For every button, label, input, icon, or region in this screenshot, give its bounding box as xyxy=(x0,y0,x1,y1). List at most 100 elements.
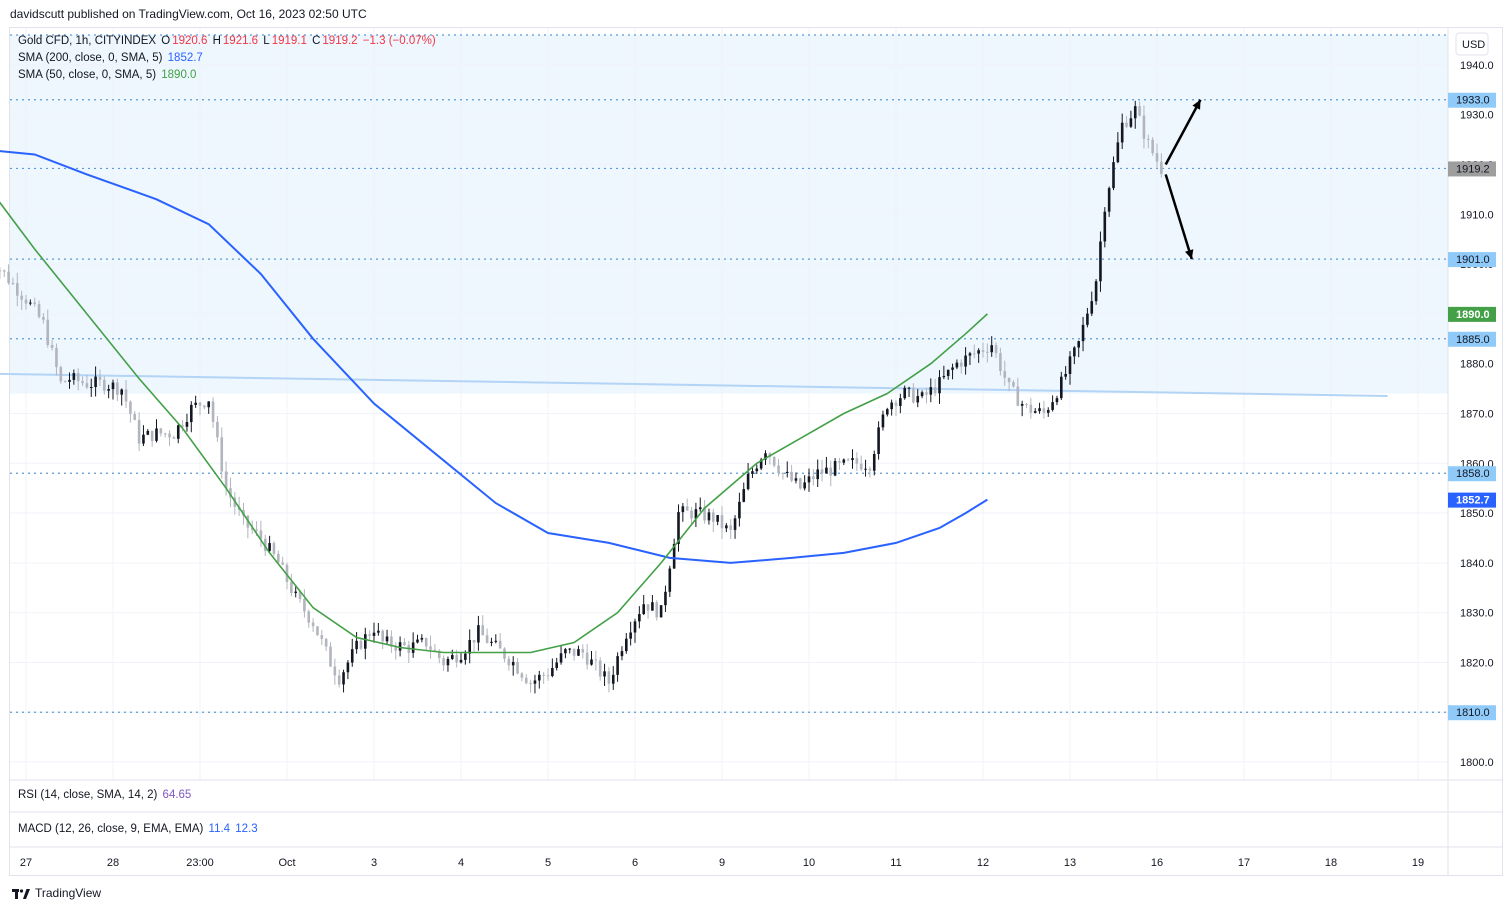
candle-body xyxy=(829,467,833,476)
candle-body xyxy=(1064,373,1067,377)
y-tick-label: 1800.0 xyxy=(1460,757,1494,769)
candle-body xyxy=(968,353,972,356)
candle-body xyxy=(1055,398,1059,403)
candle-body xyxy=(568,648,572,650)
candle-body xyxy=(703,507,706,521)
x-tick-label: 18 xyxy=(1325,857,1337,869)
candle-body xyxy=(1038,408,1041,412)
macd-legend[interactable]: MACD (12, 26, close, 9, EMA, EMA) 11.4 1… xyxy=(18,823,260,835)
candle-body xyxy=(920,392,924,397)
candle-body xyxy=(1060,376,1063,399)
candle-body xyxy=(320,635,324,639)
candle-body xyxy=(342,672,345,685)
candle-body xyxy=(664,591,667,606)
candle-body xyxy=(520,673,524,678)
candle-body xyxy=(268,543,271,551)
high-label: H xyxy=(212,35,221,47)
x-tick-label: 27 xyxy=(20,857,32,869)
price-tag: 1890.0 xyxy=(1456,309,1490,321)
candle-body xyxy=(485,635,489,643)
arrow-head-icon xyxy=(1184,249,1194,260)
candle-body xyxy=(424,637,428,647)
macd-value: 11.4 xyxy=(208,823,231,835)
sma50-legend[interactable]: SMA (50, close, 0, SMA, 5) 1890.0 xyxy=(18,69,198,81)
candle-body xyxy=(498,640,502,649)
close-value: 1919.2 xyxy=(322,35,358,47)
candle-body xyxy=(677,512,680,545)
currency-label: USD xyxy=(1462,39,1485,51)
candle-body xyxy=(585,652,589,665)
candle-body xyxy=(133,413,137,420)
symbol-legend: Gold CFD, 1h, CITYINDEX O 1920.6 H 1921.6 … xyxy=(18,35,438,47)
candle-body xyxy=(16,283,19,296)
candle-body xyxy=(477,625,480,643)
candle-body xyxy=(120,389,123,395)
candle-body xyxy=(1020,403,1024,406)
candle-body xyxy=(329,646,332,667)
price-tag: 1810.0 xyxy=(1456,707,1490,719)
price-tag: 1852.7 xyxy=(1456,495,1490,507)
candle-body xyxy=(1160,161,1163,174)
candle-body xyxy=(0,270,2,272)
rsi-legend[interactable]: RSI (14, close, SMA, 14, 2) 64.65 xyxy=(18,789,193,801)
candle-body xyxy=(451,655,454,659)
candle-body xyxy=(250,527,254,530)
candle-body xyxy=(420,637,424,640)
candle-body xyxy=(198,402,202,406)
sma200-label: SMA (200, close, 0, SMA, 5) xyxy=(18,52,163,64)
candle-body xyxy=(490,641,493,643)
candle-body xyxy=(1099,241,1102,282)
candle-body xyxy=(1068,356,1072,374)
sma200-legend[interactable]: SMA (200, close, 0, SMA, 5) 1852.7 xyxy=(18,52,205,64)
candle-body xyxy=(350,649,354,663)
candle-body xyxy=(681,506,685,513)
x-tick-label: 23:00 xyxy=(186,857,214,869)
candle-body xyxy=(742,489,746,502)
candle-body xyxy=(877,427,880,454)
candle-body xyxy=(116,382,119,395)
footer: TradingView xyxy=(12,886,101,900)
candle-body xyxy=(346,662,350,673)
candle-body xyxy=(698,507,702,510)
candle-body xyxy=(759,459,763,469)
candle-body xyxy=(255,529,258,531)
candle-body xyxy=(1025,403,1028,405)
macd-label: MACD (12, 26, close, 9, EMA, EMA) xyxy=(18,823,204,835)
candle-body xyxy=(1007,377,1011,383)
candle-body xyxy=(559,653,563,663)
currency-box[interactable] xyxy=(1455,32,1489,56)
candle-body xyxy=(107,389,110,391)
arrow-line xyxy=(1164,174,1193,260)
candle-body xyxy=(746,473,750,490)
candle-body xyxy=(598,660,602,677)
candle-body xyxy=(68,379,71,382)
candle-body xyxy=(764,453,767,460)
candle-body xyxy=(207,401,210,408)
candle-body xyxy=(294,591,297,593)
candle-body xyxy=(803,482,806,489)
candle-body xyxy=(712,512,715,522)
candle-body xyxy=(807,476,811,483)
candle-body xyxy=(516,661,519,674)
candle-body xyxy=(594,659,598,661)
candle-body xyxy=(1081,324,1085,342)
candle-body xyxy=(990,345,993,353)
low-label: L xyxy=(263,35,270,47)
candle-body xyxy=(672,544,676,569)
candle-body xyxy=(150,430,154,441)
candle-body xyxy=(316,626,319,636)
candle-body xyxy=(111,382,115,390)
candle-body xyxy=(872,453,876,471)
candle-body xyxy=(76,373,80,382)
candle-body xyxy=(929,387,933,395)
candle-body xyxy=(381,630,384,642)
candle-body xyxy=(716,515,719,522)
candle-body xyxy=(542,674,545,676)
candle-body xyxy=(194,402,197,405)
high-value: 1921.6 xyxy=(222,35,259,47)
candle-body xyxy=(524,677,528,684)
candle-body xyxy=(211,401,215,422)
y-tick-label: 1930.0 xyxy=(1460,110,1494,122)
rsi-label: RSI (14, close, SMA, 14, 2) xyxy=(18,789,158,801)
